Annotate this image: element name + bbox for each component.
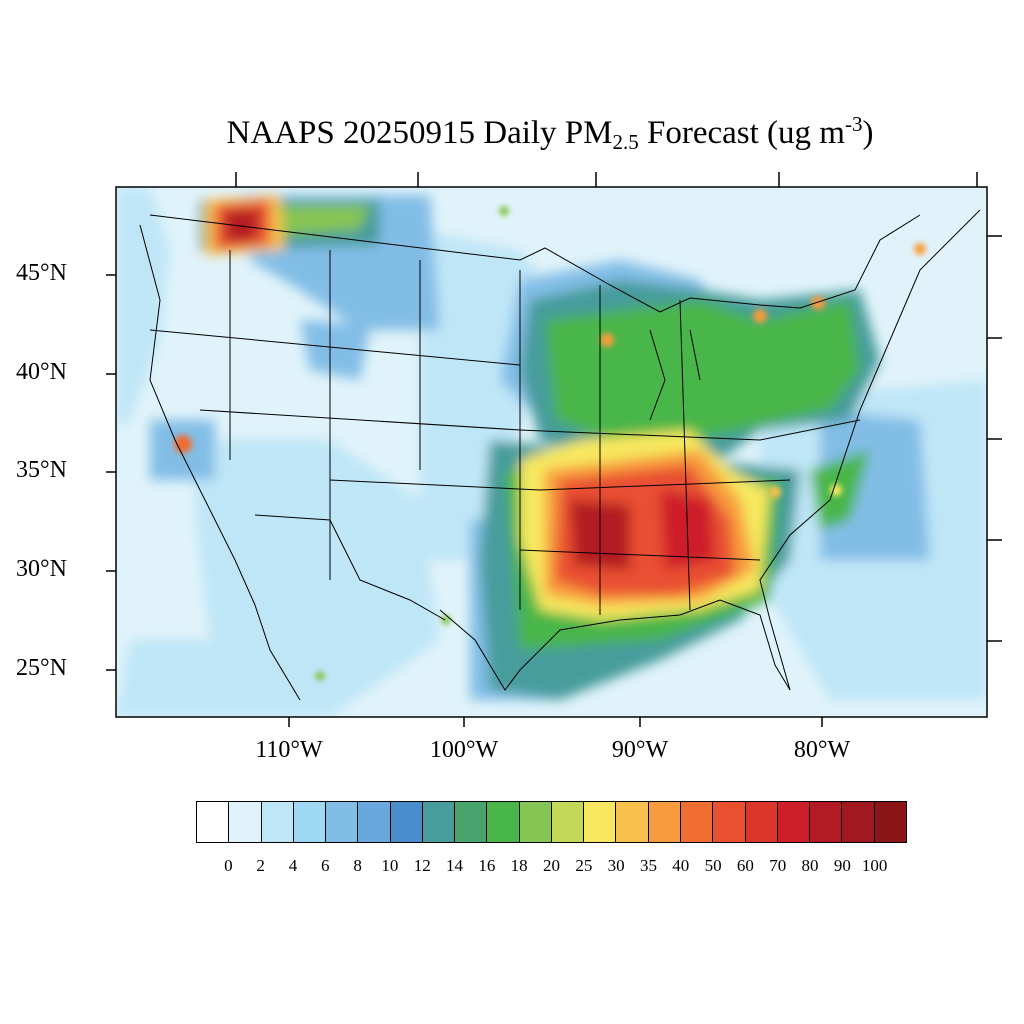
colorbar-swatch [874,802,906,842]
colorbar-label: 4 [288,856,298,875]
axis-ticks [106,172,1002,727]
hotspot [811,296,825,310]
lon-label-80w: 80°W [793,737,851,763]
colorbar-label: 0 [224,856,233,875]
colorbar-label: 18 [510,856,528,875]
colorbar-label: 20 [543,856,560,875]
hotspot [769,486,781,498]
colorbar [196,801,907,843]
colorbar-label: 50 [704,856,722,875]
colorbar-swatch [616,802,649,842]
lon-label-100w: 100°W [429,737,499,763]
lat-label-25n: 25°N [16,655,67,681]
colorbar-swatch [551,802,585,842]
coastlines-and-borders [139,209,981,701]
colorbar-swatch [810,802,843,842]
hotspot [830,484,842,496]
colorbar-swatch [745,802,778,842]
colorbar-swatch [422,802,456,842]
hotspot [914,243,926,255]
colorbar-label: 80 [801,856,819,875]
pm-level-4-region [116,187,170,430]
colorbar-label: 14 [446,856,464,875]
colorbar-swatch [229,802,262,842]
state-line [649,329,666,421]
colorbar-swatch [584,802,617,842]
colorbar-swatch [326,802,359,842]
map-title: NAAPS 20250915 Daily PM2.5 Forecast (ug … [226,112,874,154]
state-line [199,409,861,441]
colorbar-label: 6 [321,856,330,875]
colorbar-swatch [648,802,681,842]
state-line [149,329,521,366]
colorbar-swatch [842,802,875,842]
colorbar-label: 35 [639,856,657,875]
lon-label-110w: 110°W [255,737,323,763]
pm-level-8-region [300,320,370,380]
hotspot [174,435,192,453]
colorbar-label: 16 [478,856,496,875]
us-canada-border [149,214,921,313]
colorbar-swatch [455,802,488,842]
colorbar-swatch [197,802,230,842]
colorbar-swatch [713,802,746,842]
gulf-coast [439,599,791,691]
colorbar-swatch [293,802,327,842]
hotspot [441,615,451,625]
state-line [679,299,691,611]
colorbar-label: 60 [736,856,754,875]
colorbar-label: 2 [256,856,265,875]
colorbar-swatch [777,802,811,842]
state-line [689,329,701,381]
pm25-field [116,187,987,717]
pm-level-4-region [190,440,440,717]
colorbar-label: 40 [672,856,690,875]
colorbar-swatch [358,802,391,842]
west-coast [139,224,301,701]
hotspot [600,333,614,347]
pm-level-18-region [545,300,860,450]
colorbar-label: 10 [381,856,399,875]
colorbar-label: 8 [353,856,362,875]
colorbar-swatch [680,802,714,842]
map-frame [115,186,988,718]
lat-label-45n: 45°N [16,260,67,286]
colorbar-swatch [261,802,294,842]
colorbar-label: 25 [575,856,593,875]
pm-level-4-region [116,640,230,717]
lat-label-35n: 35°N [16,457,67,483]
colorbar-swatch [487,802,520,842]
hotspots [174,206,926,681]
state-line [519,549,761,561]
east-coast [759,209,981,691]
colorbar-label: 90 [833,856,851,875]
hotspot [753,309,767,323]
colorbar-label: 30 [607,856,625,875]
hotspot [499,206,509,216]
mexico-border [254,514,446,621]
lat-label-30n: 30°N [16,556,67,582]
pm25-forecast-map [106,172,1002,727]
colorbar-label: 12 [413,856,431,875]
colorbar-swatch [519,802,552,842]
lat-label-40n: 40°N [16,359,67,385]
colorbar-label: 100 [861,856,888,875]
colorbar-label: 70 [769,856,787,875]
state-line [329,479,791,491]
hotspot [315,671,325,681]
lon-label-90w: 90°W [611,737,669,763]
colorbar-swatch [390,802,423,842]
